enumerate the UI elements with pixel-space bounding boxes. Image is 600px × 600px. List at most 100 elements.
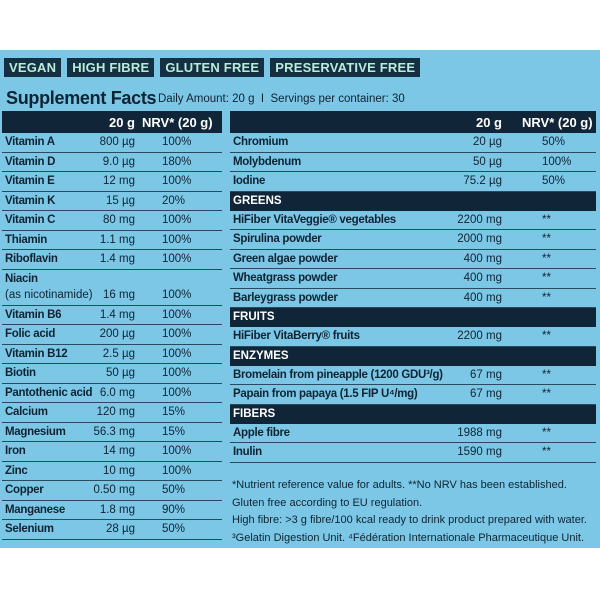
nrv: ** xyxy=(542,291,551,304)
panel xyxy=(0,50,600,548)
nutrient-name: Thiamin xyxy=(5,233,47,246)
nutrient-name: Vitamin E xyxy=(5,175,55,187)
nutrient-name: Green algae powder xyxy=(233,252,338,265)
nrv: 90% xyxy=(162,503,186,516)
badge: GLUTEN FREE xyxy=(160,58,265,77)
nrv: 15% xyxy=(162,425,186,438)
amount: 56.3 mg xyxy=(93,425,135,438)
nutrient-name: Vitamin D xyxy=(5,155,56,168)
nrv: 100% xyxy=(162,214,192,226)
table-row: HiFiber VitaBerry® fruits 2200 mg ** xyxy=(230,327,596,347)
nutrient-name: Folic acid xyxy=(5,328,56,340)
nrv: ** xyxy=(542,233,551,245)
nutrient-name: Zinc xyxy=(5,464,28,477)
nutrient-name: Niacin xyxy=(5,272,38,285)
table-row: Magnesium 56.3 mg 15% xyxy=(2,423,222,442)
section-header: GREENS xyxy=(230,191,596,211)
subtitle: Daily Amount: 20 g I Servings per contai… xyxy=(158,93,405,105)
footnote: ³Gelatin Digestion Unit. ⁴Fédération Int… xyxy=(232,531,585,544)
nutrient-name: Wheatgrass powder xyxy=(233,272,338,284)
nrv: 100% xyxy=(162,367,192,379)
amount: 2200 mg xyxy=(457,330,502,342)
nrv: 100% xyxy=(162,328,192,340)
amount: 15 µg xyxy=(105,194,135,207)
nutrient-name: Manganese xyxy=(5,503,65,516)
nrv: 100% xyxy=(162,233,192,246)
nutrient-name: Copper xyxy=(5,484,44,496)
table-row: Vitamin D 9.0 µg 180% xyxy=(2,153,222,172)
nrv: ** xyxy=(542,213,551,226)
nutrient-name: Papain from papaya (1.5 FIP U⁴/mg) xyxy=(233,388,418,400)
table-row: Vitamin E 12 mg 100% xyxy=(2,172,222,192)
table-row: Iodine 75.2 µg 50% xyxy=(230,172,596,192)
nutrient-name: Iodine xyxy=(233,175,266,187)
nrv: 50% xyxy=(542,175,566,187)
amount: 67 mg xyxy=(470,368,502,381)
table-row: HiFiber VitaVeggie® vegetables 2200 mg ** xyxy=(230,211,596,230)
nutrient-name: Vitamin B6 xyxy=(5,308,62,321)
nrv: 20% xyxy=(162,194,186,207)
table-header: 20 g NRV* (20 g) xyxy=(230,111,596,133)
amount: 28 µg xyxy=(105,523,135,535)
table-row: Selenium 28 µg 50% xyxy=(2,520,222,540)
amount: 400 mg xyxy=(463,291,502,304)
table-row: Zinc 10 mg 100% xyxy=(2,462,222,481)
amount: 1.4 mg xyxy=(99,253,135,265)
amount: 1.4 mg xyxy=(99,308,135,321)
amount: 10 mg xyxy=(103,464,135,477)
nrv: 100% xyxy=(162,464,192,477)
amount: 50 µg xyxy=(472,155,502,168)
nrv: 100% xyxy=(162,386,192,399)
amount: 1.1 mg xyxy=(99,233,135,246)
nrv: ** xyxy=(542,388,551,400)
amount: 80 mg xyxy=(103,214,135,226)
table-row: Niacin (as nicotinamide) 16 mg 100% xyxy=(2,270,222,306)
nrv: ** xyxy=(542,252,551,265)
left-table: 20 g NRV* (20 g) Vitamin A 800 µg 100% Vitami… xyxy=(2,111,222,540)
column-header: 20 g xyxy=(475,115,502,130)
nutrient-name: Magnesium xyxy=(5,425,66,438)
amount: 6.0 mg xyxy=(99,386,135,399)
nutrient-note: (as nicotinamide) xyxy=(5,288,93,301)
amount: 400 mg xyxy=(463,252,502,265)
nutrient-name: Chromium xyxy=(233,136,289,148)
footnote: Gluten free according to EU regulation. xyxy=(232,496,423,509)
nutrient-name: Apple fibre xyxy=(233,426,290,439)
badge: HIGH FIBRE xyxy=(67,58,155,77)
nrv: ** xyxy=(542,272,551,284)
table-row: Vitamin B6 1.4 mg 100% xyxy=(2,306,222,325)
section-header: ENZYMES xyxy=(230,346,596,366)
amount: 12 mg xyxy=(103,175,135,187)
nrv: 100% xyxy=(162,288,192,301)
table-row: Vitamin A 800 µg 100% xyxy=(2,133,222,153)
amount: 16 mg xyxy=(103,288,135,301)
right-table: 20 g NRV* (20 g) Chromium 20 µg 50% Molybdenu… xyxy=(230,111,596,463)
amount: 1.8 mg xyxy=(99,503,135,516)
nutrient-name: Inulin xyxy=(233,446,262,458)
table-row: Vitamin K 15 µg 20% xyxy=(2,192,222,211)
amount: 67 mg xyxy=(470,388,502,400)
amount: 1590 mg xyxy=(457,446,502,458)
table-row: Inulin 1590 mg ** xyxy=(230,443,596,463)
column-header: NRV* (20 g) xyxy=(142,115,213,130)
table-row: Pantothenic acid 6.0 mg 100% xyxy=(2,384,222,403)
nrv: 15% xyxy=(162,406,186,418)
amount: 200 µg xyxy=(99,328,135,340)
section-header: FIBERS xyxy=(230,404,596,424)
table-row: Calcium 120 mg 15% xyxy=(2,403,222,423)
footnote: *Nutrient reference value for adults. **… xyxy=(232,479,567,491)
amount: 9.0 µg xyxy=(102,155,135,168)
nrv: ** xyxy=(542,426,551,439)
nrv: ** xyxy=(542,330,551,342)
nrv: 50% xyxy=(162,523,186,535)
nutrient-name: Selenium xyxy=(5,523,54,535)
table-row: Folic acid 200 µg 100% xyxy=(2,325,222,345)
table-row: Papain from papaya (1.5 FIP U⁴/mg) 67 mg *… xyxy=(230,385,596,405)
nrv: 100% xyxy=(162,308,192,321)
amount: 120 mg xyxy=(96,406,135,418)
table-header: 20 g NRV* (20 g) xyxy=(2,111,222,133)
nrv: 100% xyxy=(162,347,192,360)
nrv: 100% xyxy=(542,155,572,168)
amount: 1988 mg xyxy=(457,426,502,439)
